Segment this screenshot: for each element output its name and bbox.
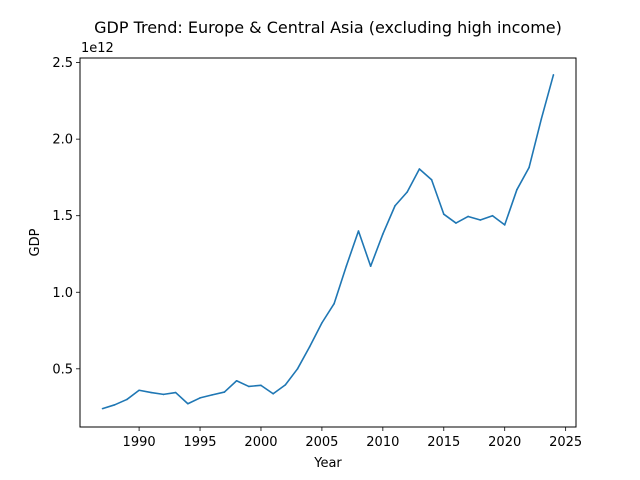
- data-point: [369, 265, 372, 268]
- data-point: [138, 389, 140, 392]
- x-tick-label: 2005: [305, 435, 338, 450]
- data-point: [455, 222, 457, 224]
- x-tick-label: 2000: [244, 435, 277, 450]
- series-line-gdp: [102, 74, 555, 410]
- data-point: [187, 402, 189, 405]
- data-point: [345, 265, 348, 268]
- data-point: [418, 168, 421, 170]
- data-point: [284, 384, 287, 386]
- data-point: [406, 191, 409, 193]
- data-point: [321, 322, 323, 324]
- x-tick-label: 2025: [549, 435, 582, 450]
- x-tick-label: 1995: [183, 435, 216, 450]
- data-point: [211, 394, 214, 396]
- y-tick-label: 2.5: [52, 56, 73, 71]
- data-point: [247, 385, 250, 388]
- y-axis-ticks: 0.5 1.0 1.5 2.0 2.5: [52, 56, 80, 377]
- data-point: [394, 204, 396, 207]
- plot-frame: [79, 57, 577, 428]
- data-point: [528, 166, 530, 169]
- y-tick-label: 1.5: [52, 209, 73, 224]
- data-point: [126, 398, 128, 401]
- data-point: [113, 404, 116, 406]
- data-point: [199, 397, 201, 399]
- data-point: [540, 118, 543, 121]
- data-point: [223, 391, 226, 393]
- series-group: [101, 74, 555, 410]
- data-point: [235, 379, 238, 382]
- data-point: [503, 224, 506, 226]
- data-point: [101, 407, 104, 410]
- data-point: [552, 74, 555, 76]
- data-point: [333, 302, 335, 305]
- x-tick-label: 2010: [366, 435, 399, 450]
- data-point: [516, 188, 518, 191]
- x-tick-label: 2015: [427, 435, 460, 450]
- data-point: [296, 368, 299, 370]
- y-tick-label: 2.0: [52, 133, 73, 148]
- x-axis-label: Year: [313, 456, 342, 471]
- data-point: [308, 345, 311, 348]
- x-tick-label: 2020: [488, 435, 521, 450]
- data-point: [442, 213, 445, 215]
- data-point: [430, 178, 433, 181]
- data-point: [272, 392, 274, 395]
- data-point: [150, 391, 153, 394]
- x-tick-label: 1990: [123, 435, 156, 450]
- data-point: [357, 230, 360, 232]
- data-point: [260, 384, 262, 387]
- y-tick-label: 1.0: [52, 286, 73, 301]
- chart-title: GDP Trend: Europe & Central Asia (exclud…: [94, 18, 562, 37]
- y-tick-label: 0.5: [52, 362, 73, 377]
- data-point: [491, 214, 494, 217]
- x-axis-ticks: 1990 1995 2000 2005 2010 2015 2020 2025: [123, 427, 582, 450]
- data-point: [479, 219, 482, 221]
- y-axis-label: GDP: [28, 228, 43, 256]
- data-point: [467, 215, 469, 218]
- data-point: [382, 233, 384, 235]
- y-axis-offset-label: 1e12: [81, 41, 114, 56]
- plot-area: 1990 1995 2000 2005 2010 2015 2020 2025 0.5 1.0 1…: [52, 56, 582, 450]
- data-point: [174, 391, 177, 394]
- data-point: [162, 393, 165, 396]
